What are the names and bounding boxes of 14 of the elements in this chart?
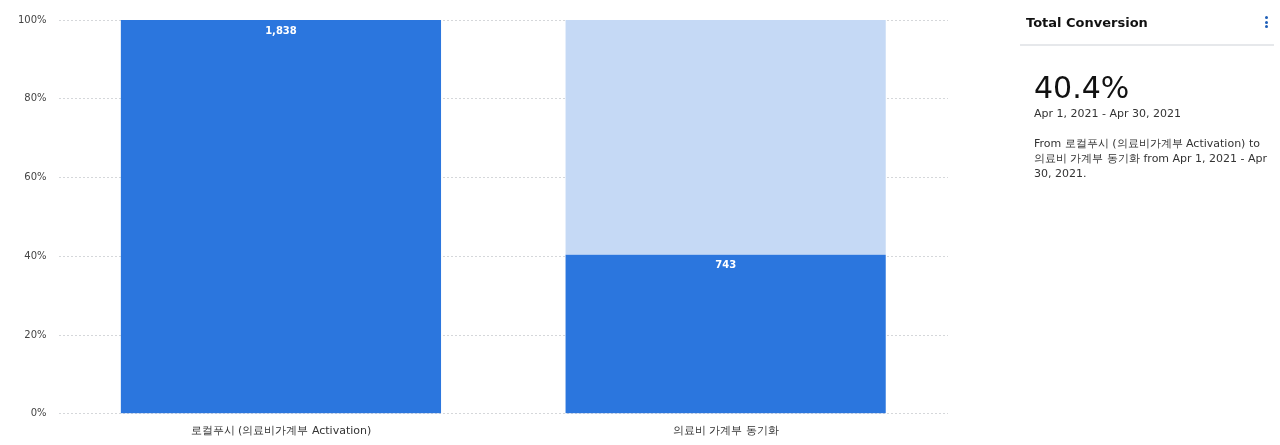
x-tick-label: 로컬푸시 (의료비가계부 Activation) — [190, 424, 372, 438]
y-tick-label: 100% — [18, 13, 47, 25]
annotation: 1,838 — [265, 24, 297, 36]
text: Apr 1, 2021 - Apr 30, 2021 — [1034, 107, 1182, 120]
x-tick-label: 의료비 가계부 동기화 — [672, 424, 779, 438]
y-tick-label: 0% — [30, 407, 47, 419]
text: 40.4% — [1034, 70, 1131, 105]
text: From 로컬푸시 (의료비가계부 Activation) to 의료비 가계부 동기화 from Apr 1, 2021 - Apr 30, 2021. — [1034, 136, 1269, 181]
text: Total Conversion — [1026, 14, 1148, 30]
annotation: 743 — [715, 259, 737, 271]
y-tick-label: 60% — [24, 171, 47, 183]
y-tick-label: 40% — [24, 249, 47, 261]
y-tick-label: 80% — [24, 92, 47, 104]
y-tick-label: 20% — [24, 328, 47, 340]
